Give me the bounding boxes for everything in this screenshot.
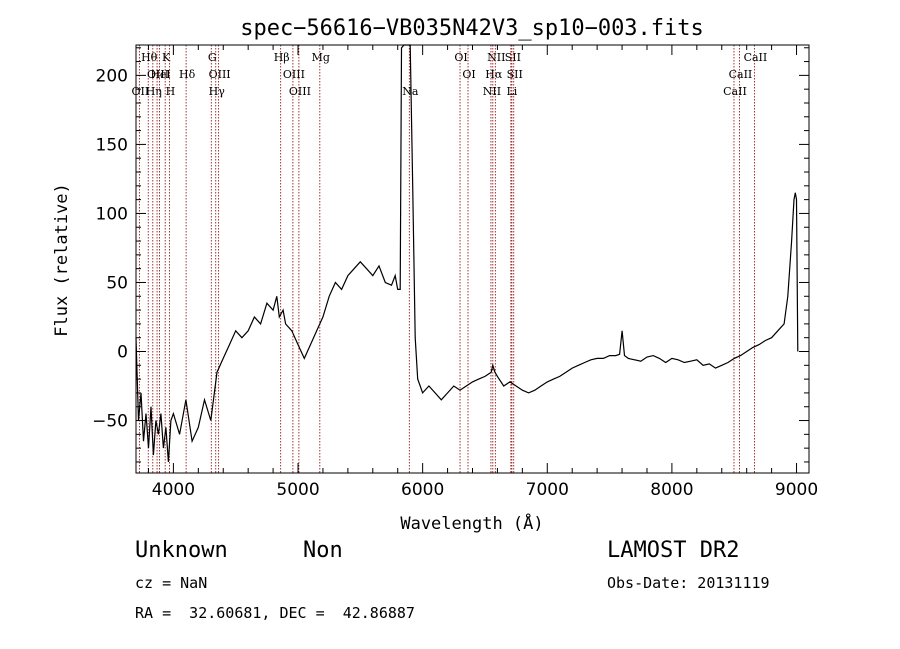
x-axis-label: Wavelength (Å): [400, 512, 543, 534]
line-label-8: CaII: [744, 51, 768, 64]
line-label-17: CaII: [729, 68, 753, 81]
line-label-6: NII: [487, 51, 505, 64]
line-label-11: Hδ: [179, 68, 196, 81]
coordinates: RA = 32.60681, DEC = 42.86887: [135, 604, 415, 622]
object-class: Unknown: [135, 538, 228, 563]
line-label-7: SII: [505, 51, 521, 64]
line-label-15: Hα: [485, 68, 503, 81]
axes: 4000 5000 6000 7000 8000 9000 −50 0 50 100 150 200: [92, 45, 818, 500]
object-subclass: Non: [303, 538, 343, 563]
x-tick-label-3: 7000: [526, 480, 569, 500]
x-tick-label-1: 5000: [276, 480, 319, 500]
spectrum-line: [135, 44, 799, 463]
line-label-22: OIII: [289, 85, 311, 98]
survey-name: LAMOST DR2: [607, 538, 740, 563]
x-tick-label-5: 9000: [775, 480, 818, 500]
y-tick-label-1: 0: [117, 343, 128, 363]
line-label-12: OIII: [209, 68, 231, 81]
line-label-26: CaII: [723, 85, 747, 98]
chart-title: spec−56616−VB035N42V3_sp10−003.fits: [240, 16, 704, 41]
line-label-13: OIII: [283, 68, 305, 81]
line-label-25: Li: [506, 85, 517, 98]
y-tick-label-5: 200: [96, 66, 128, 86]
line-label-21: Hγ: [209, 85, 226, 98]
line-label-3: Hβ: [274, 51, 290, 64]
line-label-20: H: [166, 85, 176, 98]
line-label-0: Hθ: [141, 51, 158, 64]
x-tick-label-2: 6000: [401, 480, 444, 500]
plot-frame: [135, 44, 810, 474]
line-label-9: OIII: [147, 68, 169, 81]
line-label-10: HeI: [150, 68, 170, 81]
x-tick-label-0: 4000: [152, 480, 195, 500]
y-tick-label-2: 50: [106, 273, 128, 293]
line-label-5: OI: [454, 51, 467, 64]
x-tick-label-4: 8000: [650, 480, 693, 500]
observation-date: Obs-Date: 20131119: [607, 574, 770, 592]
line-label-24: NII: [483, 85, 501, 98]
y-tick-label-4: 150: [96, 135, 128, 155]
line-label-14: OI: [462, 68, 475, 81]
y-axis-label: Flux (relative): [52, 183, 72, 337]
line-label-4: Mg: [312, 51, 330, 64]
y-tick-label-3: 100: [96, 204, 128, 224]
line-label-19: Hη: [146, 85, 162, 98]
y-tick-label-0: −50: [92, 412, 128, 432]
line-label-2: G: [208, 51, 217, 64]
line-label-16: SII: [507, 68, 523, 81]
line-label-1: K: [162, 51, 171, 64]
redshift-cz: cz = NaN: [135, 574, 208, 592]
